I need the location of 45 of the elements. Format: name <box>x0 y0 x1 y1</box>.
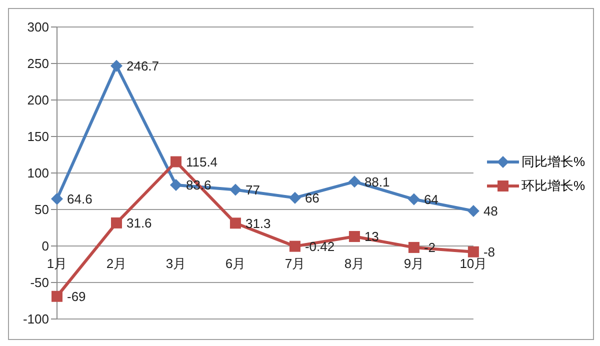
point <box>288 192 301 204</box>
point <box>230 218 241 229</box>
y-tick-label: 150 <box>27 129 49 144</box>
y-tick-label: -100 <box>22 312 49 327</box>
point <box>110 217 122 228</box>
legend-label: 环比增长% <box>521 177 585 195</box>
point <box>468 246 479 258</box>
data-label: 31.6 <box>126 216 152 231</box>
point <box>408 242 420 253</box>
data-label: -0.42 <box>304 238 335 254</box>
data-label: 246.7 <box>126 58 160 74</box>
y-tick-label: -50 <box>30 275 49 290</box>
x-tick-label: 2月 <box>106 256 127 271</box>
point <box>408 193 420 206</box>
data-label: 66 <box>304 190 320 206</box>
data-label: 64.6 <box>67 191 92 206</box>
point <box>229 184 242 196</box>
point <box>467 204 480 217</box>
data-label: 48 <box>483 204 498 219</box>
x-tick-label: 3月 <box>166 256 186 271</box>
data-label: 115.4 <box>186 154 218 170</box>
point <box>110 60 122 72</box>
point <box>51 192 63 205</box>
point <box>348 176 360 188</box>
point <box>170 178 182 191</box>
x-tick-label: 9月 <box>404 256 424 271</box>
point <box>289 240 300 252</box>
x-tick-label: 1月 <box>46 256 68 271</box>
data-label: 83.6 <box>186 178 212 193</box>
y-tick-label: 50 <box>34 202 49 218</box>
data-label: 31.3 <box>245 216 271 231</box>
point <box>348 231 360 242</box>
data-label: 88.1 <box>364 174 390 190</box>
x-tick-label: 6月 <box>225 256 246 271</box>
data-label: -69 <box>67 288 86 304</box>
legend-label: 同比增长% <box>521 153 585 171</box>
point <box>52 290 62 302</box>
y-tick-label: 300 <box>27 20 49 35</box>
y-tick-label: 0 <box>42 238 49 254</box>
point <box>170 156 182 168</box>
y-tick-label: 100 <box>27 166 49 181</box>
x-tick-label: 8月 <box>344 256 365 271</box>
y-tick-label: 250 <box>27 56 49 72</box>
x-tick-label: 7月 <box>284 256 306 271</box>
y-tick-label: 200 <box>27 92 49 108</box>
